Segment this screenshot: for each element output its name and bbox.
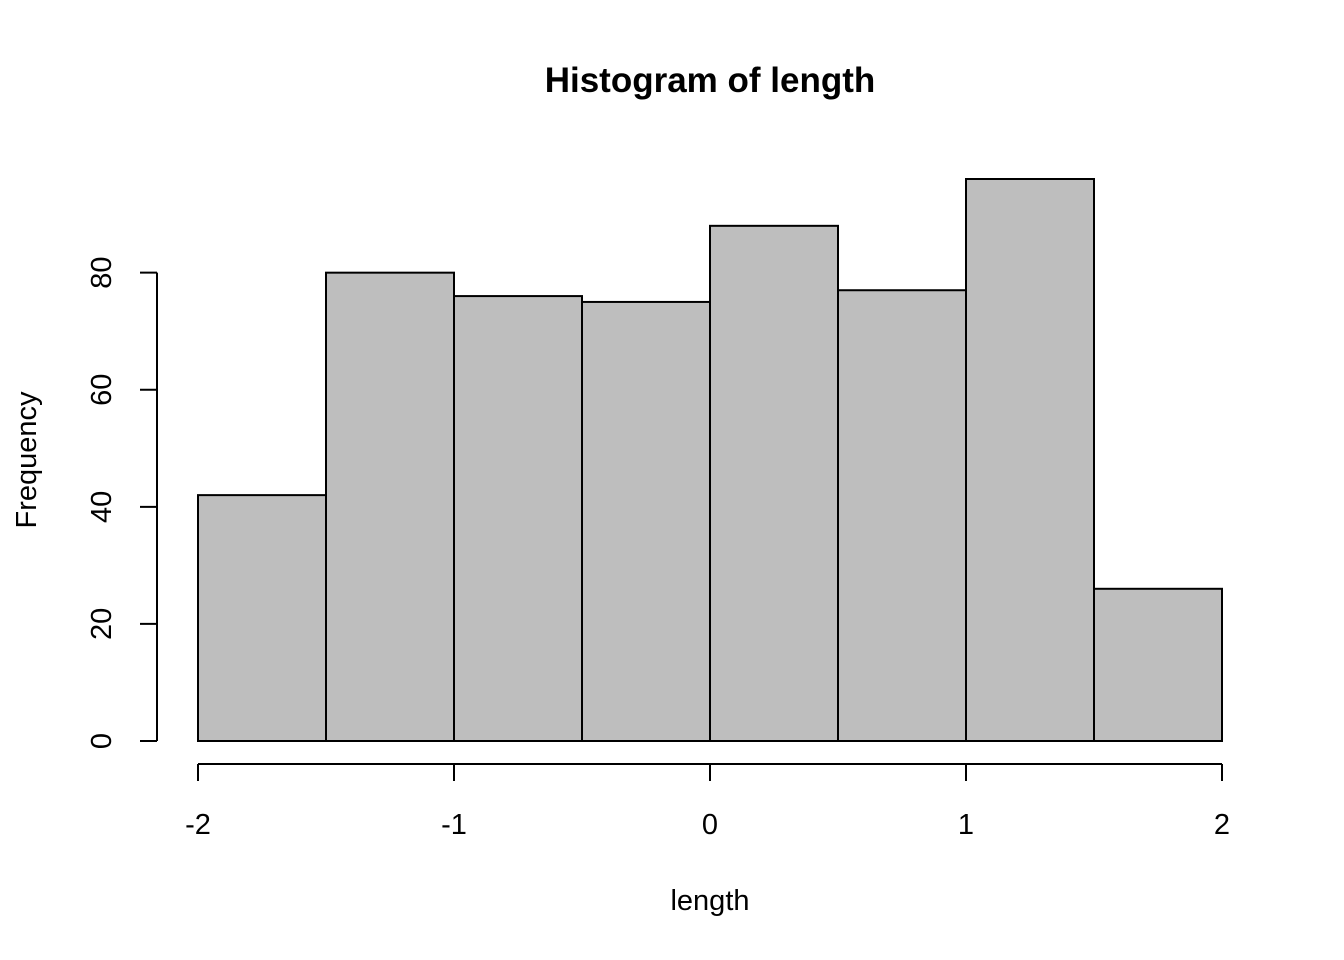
x-tick-label: 1 (958, 809, 974, 841)
x-tick-label: 2 (1214, 809, 1230, 841)
histogram-bar (838, 290, 966, 741)
y-tick-label: 60 (86, 374, 118, 406)
x-axis-label: length (670, 885, 749, 917)
x-tick-label: -1 (441, 809, 467, 841)
bars-group (198, 179, 1222, 741)
histogram-bar (710, 226, 838, 741)
x-tick-label: -2 (185, 809, 211, 841)
y-tick-label: 80 (86, 257, 118, 289)
histogram-bar (326, 273, 454, 741)
histogram-bar (582, 302, 710, 741)
y-axis-label: Frequency (11, 391, 43, 529)
y-axis: 0 20 40 60 80 (86, 257, 157, 750)
histogram-bar (966, 179, 1094, 741)
x-axis: -2 -1 0 1 2 (185, 764, 1230, 841)
chart-title: Histogram of length (545, 61, 876, 100)
x-tick-label: 0 (702, 809, 718, 841)
y-tick-label: 0 (86, 733, 118, 749)
histogram-bar (454, 296, 582, 741)
histogram-bar (1094, 589, 1222, 741)
y-tick-label: 40 (86, 491, 118, 523)
y-tick-label: 20 (86, 608, 118, 640)
histogram-bar (198, 495, 326, 741)
